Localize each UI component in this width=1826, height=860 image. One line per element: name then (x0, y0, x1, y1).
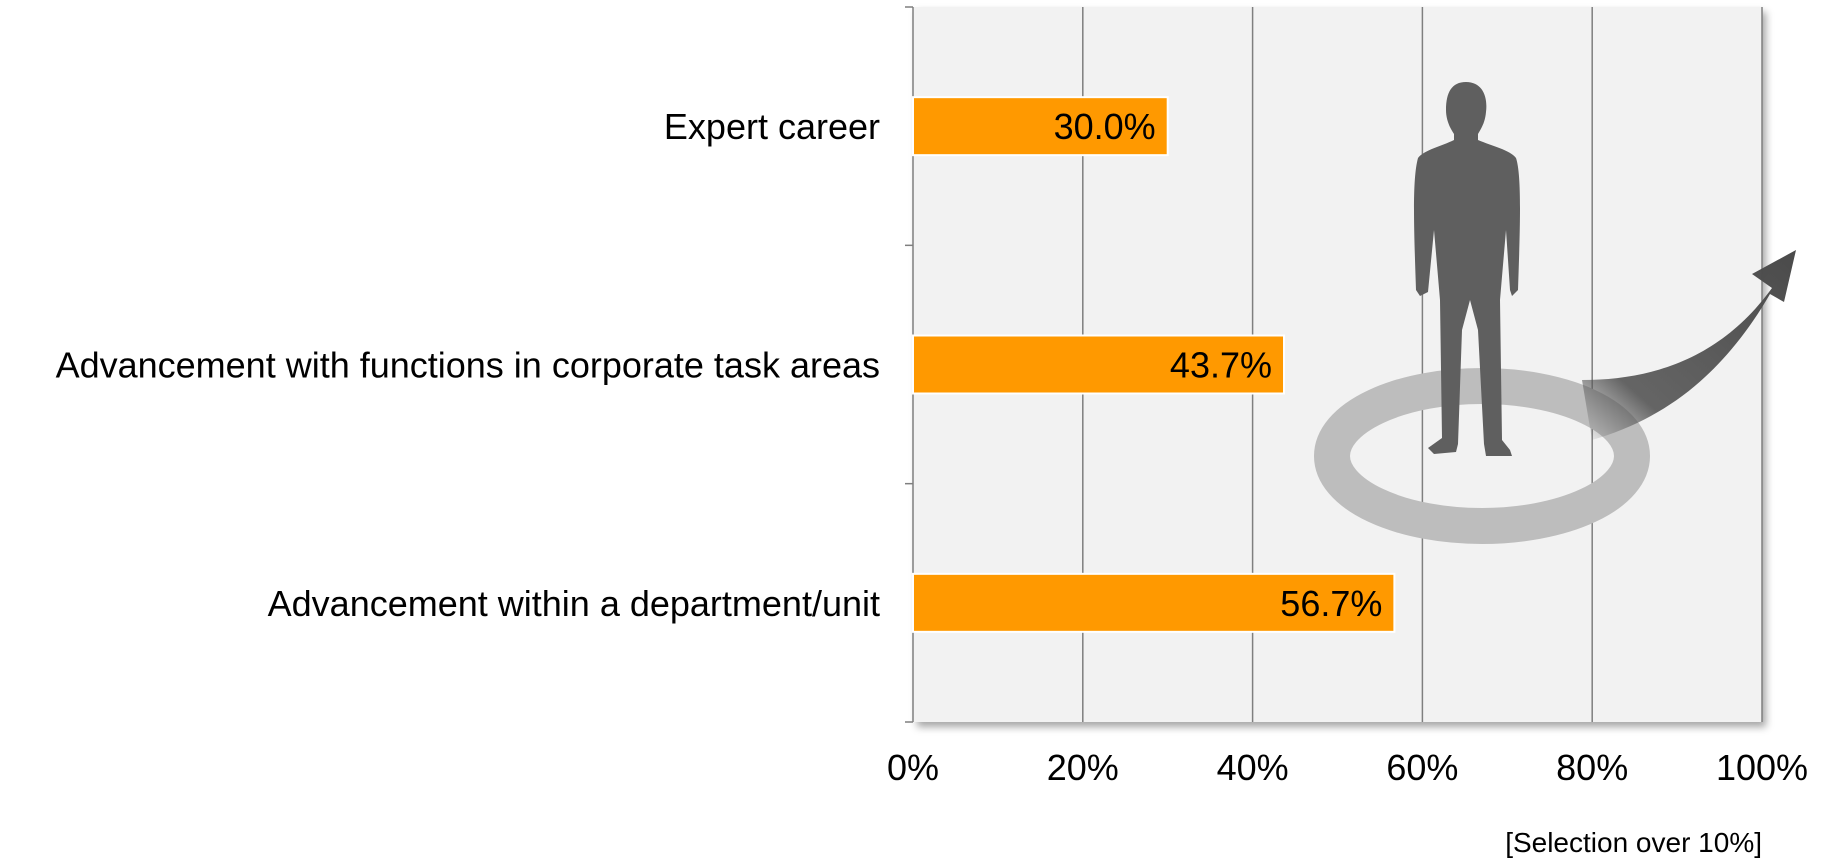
x-tick-label: 20% (1047, 747, 1119, 788)
category-label: Expert career (664, 106, 880, 147)
bar-value-label: 43.7% (1170, 345, 1272, 386)
bar-value-label: 56.7% (1280, 583, 1382, 624)
x-tick-label: 60% (1386, 747, 1458, 788)
bar (912, 334, 1286, 395)
person-silhouette-icon (1414, 82, 1520, 456)
category-label: Advancement within a department/unit (268, 583, 880, 624)
bars-group: 30.0% Expert career 43.7% Advancement with … (56, 96, 1396, 633)
person-illustration (1314, 82, 1796, 544)
x-tick-label: 40% (1217, 747, 1289, 788)
bar-value-label: 30.0% (1054, 106, 1156, 147)
x-tick-label: 80% (1556, 747, 1628, 788)
x-tick-label: 100% (1716, 747, 1808, 788)
chart-note: [Selection over 10%] (1505, 827, 1762, 858)
category-label: Advancement with functions in corporate … (56, 345, 880, 386)
bar (912, 96, 1169, 157)
x-tick-label: 0% (887, 747, 939, 788)
arrow-icon (1582, 250, 1796, 440)
x-axis-tick-labels: 0% 20% 40% 60% 80% 100% (887, 747, 1808, 788)
y-axis (905, 6, 914, 723)
bar (912, 572, 1396, 633)
